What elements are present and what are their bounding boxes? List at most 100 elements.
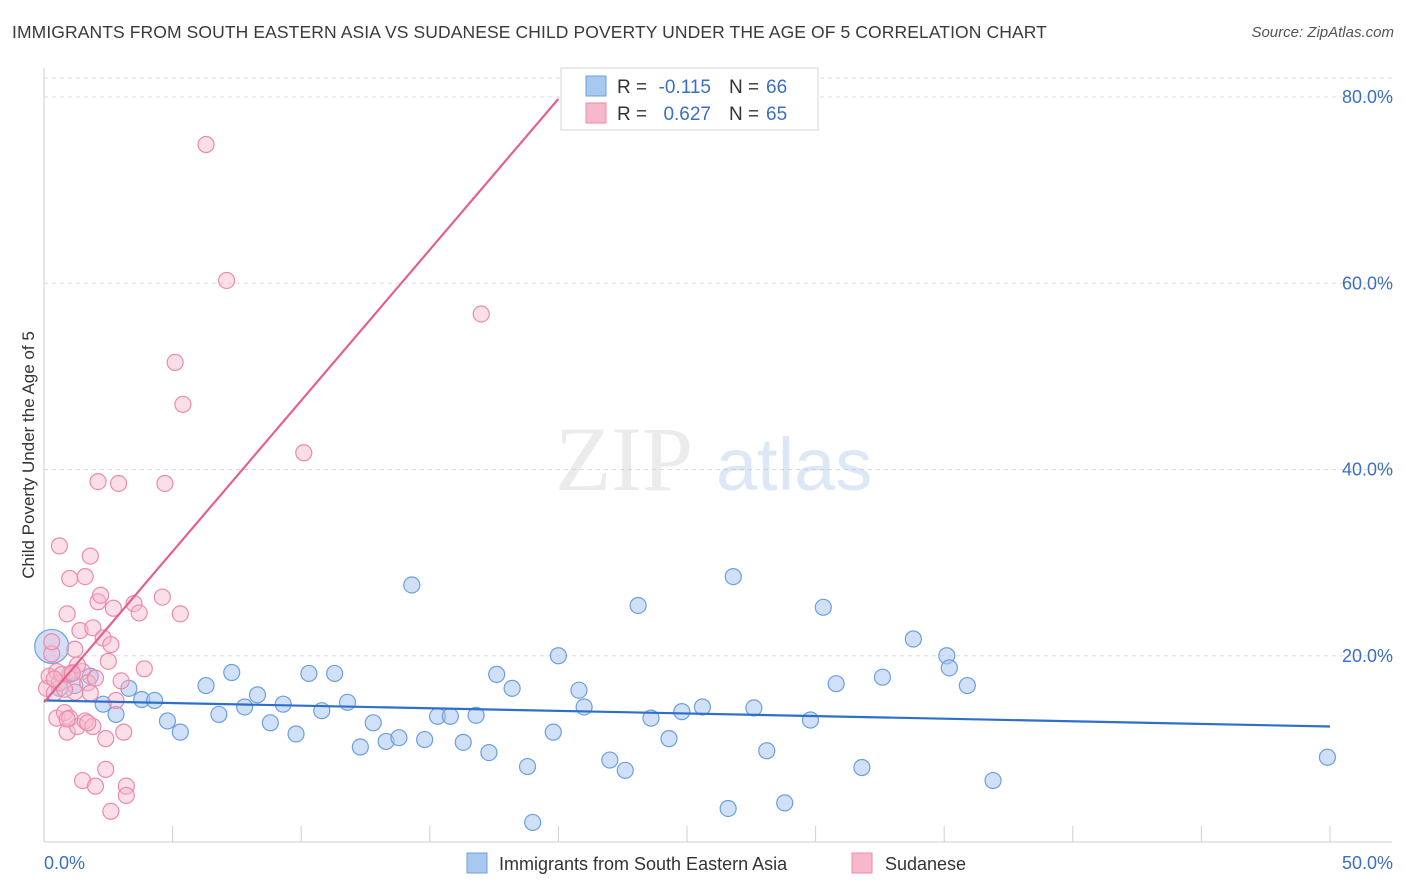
data-point-pink: [102, 635, 120, 654]
data-point-pink: [58, 723, 76, 741]
data-point-pink: [102, 802, 120, 820]
data-point-blue: [814, 598, 832, 616]
data-point-pink: [130, 604, 148, 622]
bottom-legend-swatch-blue: [466, 852, 488, 874]
data-point-pink: [86, 669, 105, 687]
legend-r-value: -0.115: [659, 77, 711, 98]
data-point-blue: [524, 813, 542, 832]
series-pink-points: [37, 135, 490, 820]
data-point-pink: [43, 645, 61, 663]
trend-line-pink: [43, 98, 560, 704]
data-point-pink: [107, 691, 125, 710]
data-point-pink: [197, 135, 215, 154]
data-point-pink: [45, 670, 63, 688]
data-point-blue: [248, 686, 267, 704]
data-point-blue: [853, 758, 871, 777]
data-point-blue: [236, 698, 254, 716]
legend-n-value: 66: [766, 77, 787, 98]
legend-box: R = -0.115 N = 66 R = 0.627 N = 65: [560, 67, 819, 131]
y-tick-label: 20.0%: [1342, 646, 1393, 666]
data-point-blue: [390, 729, 408, 747]
series-blue-points: [34, 567, 1337, 832]
data-point-blue: [364, 714, 382, 732]
data-point-blue: [940, 659, 958, 677]
data-point-pink: [115, 723, 133, 741]
y-tick-label: 40.0%: [1342, 460, 1393, 480]
data-point-pink: [104, 599, 123, 617]
data-point-blue: [326, 664, 344, 683]
data-point-pink: [76, 567, 94, 586]
data-point-blue: [801, 711, 820, 729]
data-point-blue: [261, 714, 279, 732]
data-point-pink: [81, 547, 99, 565]
bottom-legend: Immigrants from South Eastern Asia Sudane…: [466, 852, 966, 874]
data-point-pink: [117, 786, 135, 805]
data-point-blue: [549, 647, 568, 665]
data-point-pink: [61, 569, 79, 588]
data-point-pink: [55, 680, 74, 698]
data-point-pink: [153, 588, 171, 606]
data-point-blue: [441, 707, 459, 725]
trend-line-blue: [43, 699, 1331, 728]
data-point-pink: [112, 672, 130, 690]
data-point-pink: [91, 586, 110, 604]
data-point-blue: [145, 691, 164, 710]
data-point-blue: [673, 703, 691, 721]
data-point-pink: [84, 619, 102, 637]
data-point-pink: [58, 710, 76, 728]
data-point-blue: [776, 794, 794, 812]
data-point-blue: [351, 738, 369, 756]
data-point-blue: [745, 699, 763, 717]
data-point-pink: [109, 474, 128, 493]
data-point-blue: [660, 730, 678, 748]
data-point-pink: [79, 714, 97, 732]
data-point-blue: [488, 665, 506, 683]
data-point-blue: [454, 733, 472, 751]
data-point-blue: [616, 761, 634, 779]
legend-n-label: N =: [729, 104, 759, 125]
data-point-blue: [287, 725, 305, 743]
legend-r-label: R =: [617, 77, 647, 98]
data-point-pink: [218, 271, 236, 290]
data-point-blue: [107, 705, 125, 724]
data-point-pink: [97, 730, 115, 748]
bottom-legend-swatch-pink: [851, 852, 873, 874]
data-point-blue: [300, 664, 318, 683]
data-point-pink: [58, 605, 76, 623]
data-point-pink: [99, 652, 117, 670]
data-point-blue: [873, 668, 892, 686]
data-point-blue: [197, 676, 215, 695]
data-point-pink: [97, 760, 115, 778]
data-point-pink: [171, 605, 189, 623]
data-point-pink: [472, 305, 490, 323]
data-point-blue: [518, 757, 537, 776]
data-point-blue: [94, 695, 112, 713]
legend-n-value: 65: [766, 104, 787, 125]
y-tick-labels: 20.0% 40.0% 60.0% 80.0%: [1342, 87, 1393, 666]
data-point-blue: [223, 663, 241, 682]
x-tick-labels: 0.0% 50.0%: [44, 853, 1393, 873]
legend-swatch-blue: [585, 75, 607, 97]
data-point-blue: [719, 799, 737, 818]
data-point-blue: [984, 771, 1002, 790]
legend-n-label: N =: [729, 77, 759, 98]
data-point-blue: [338, 693, 357, 711]
watermark-zip: ZIP: [555, 408, 693, 510]
data-point-pink: [117, 777, 135, 795]
data-point-pink: [166, 353, 184, 372]
data-point-pink: [174, 395, 192, 413]
data-point-blue: [403, 576, 421, 594]
data-point-blue: [171, 723, 189, 741]
y-tick-label: 60.0%: [1342, 273, 1393, 293]
watermark: ZIP atlas: [555, 408, 872, 510]
data-point-blue: [1318, 748, 1337, 766]
data-point-blue: [416, 730, 434, 749]
data-point-blue: [544, 723, 562, 741]
data-point-blue: [693, 698, 712, 716]
data-point-blue: [642, 709, 660, 727]
trend-lines: [43, 98, 1331, 728]
bottom-legend-label: Sudanese: [885, 854, 966, 874]
data-point-blue: [827, 675, 845, 693]
legend-r-value: 0.627: [663, 104, 711, 125]
